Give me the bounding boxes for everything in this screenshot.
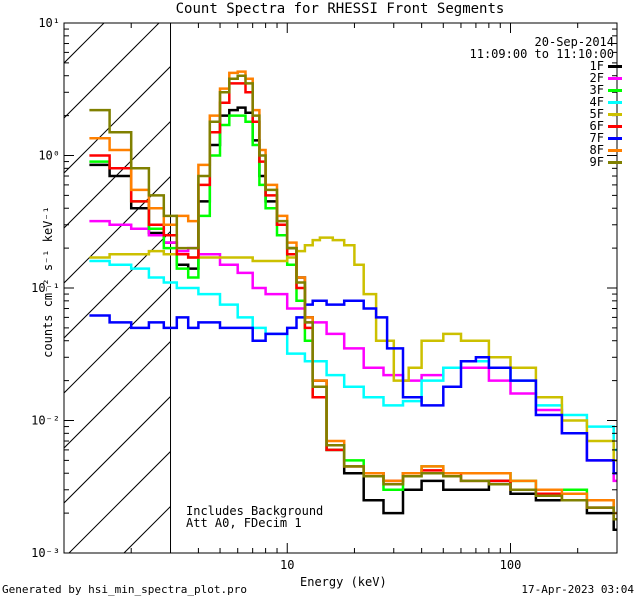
series-line-4F bbox=[89, 259, 617, 452]
legend-swatch bbox=[608, 149, 622, 152]
annotation-attenuator: Att A0, FDecim 1 bbox=[186, 516, 302, 530]
y-tick-label: 10⁻¹ bbox=[31, 281, 60, 295]
legend-swatch bbox=[608, 137, 622, 140]
annotation-background: Includes Background bbox=[186, 504, 324, 518]
plot-frame bbox=[63, 22, 618, 554]
hatch-line bbox=[0, 0, 24, 553]
legend-label: 5F bbox=[589, 107, 604, 121]
legend-label: 7F bbox=[589, 131, 604, 145]
legend-entry-9F: 9F bbox=[590, 155, 622, 169]
legend-swatch bbox=[608, 65, 622, 68]
y-tick-label: 10¹ bbox=[38, 16, 60, 30]
hatch-line bbox=[123, 505, 171, 553]
footer-generator: Generated by hsi_min_spectra_plot.pro bbox=[2, 583, 248, 596]
legend-swatch bbox=[608, 125, 622, 128]
legend-label: 2F bbox=[589, 71, 604, 85]
legend-entry-1F: 1F bbox=[590, 59, 622, 73]
y-tick-label: 10⁻³ bbox=[31, 546, 60, 560]
legend-label: 3F bbox=[589, 83, 604, 97]
legend-label: 6F bbox=[589, 119, 604, 133]
series-line-7F bbox=[89, 299, 617, 475]
y-tick-label: 10⁻² bbox=[31, 414, 60, 428]
chart-title: Count Spectra for RHESSI Front Segments bbox=[175, 1, 505, 17]
hatch-line bbox=[64, 175, 171, 284]
hatched-region bbox=[0, 0, 640, 553]
hatch-line bbox=[289, 0, 640, 553]
x-tick-label: 100 bbox=[500, 558, 522, 572]
legend-entry-8F: 8F bbox=[590, 143, 622, 157]
y-axis-label: counts cm⁻² s⁻¹ keV⁻¹ bbox=[40, 206, 55, 358]
footer-timestamp: 17-Apr-2023 03:04 bbox=[521, 583, 634, 596]
legend-label: 9F bbox=[589, 155, 604, 169]
hatch-line bbox=[64, 23, 160, 119]
legend-swatch bbox=[608, 89, 622, 92]
legend-label: 1F bbox=[589, 59, 604, 73]
time-range-label: 11:09:00 to 11:10:00 bbox=[469, 47, 615, 61]
legend-entry-5F: 5F bbox=[590, 107, 622, 121]
legend-entry-3F: 3F bbox=[590, 83, 622, 97]
series-line-8F bbox=[89, 70, 617, 515]
hatch-line bbox=[64, 395, 171, 504]
legend-label: 8F bbox=[589, 143, 604, 157]
hatch-line bbox=[64, 23, 105, 64]
legend-label: 4F bbox=[589, 95, 604, 109]
y-tick-label: 10⁰ bbox=[38, 149, 60, 163]
x-axis-label: Energy (keV) bbox=[300, 575, 387, 589]
legend-entry-6F: 6F bbox=[590, 119, 622, 133]
x-tick-label: 10 bbox=[280, 558, 294, 572]
legend-swatch bbox=[608, 113, 622, 116]
legend-entry-4F: 4F bbox=[590, 95, 622, 109]
legend-swatch bbox=[608, 77, 622, 80]
series-line-9F bbox=[89, 74, 617, 521]
date-label: 20-Sep-2014 bbox=[534, 35, 614, 49]
legend-entry-7F: 7F bbox=[590, 131, 622, 145]
hatch-line bbox=[64, 230, 171, 339]
hatch-line bbox=[64, 65, 171, 174]
hatch-line bbox=[68, 450, 171, 553]
hatch-line bbox=[0, 0, 79, 553]
legend-swatch bbox=[608, 161, 622, 164]
legend-swatch bbox=[608, 101, 622, 104]
legend-entry-2F: 2F bbox=[590, 71, 622, 85]
